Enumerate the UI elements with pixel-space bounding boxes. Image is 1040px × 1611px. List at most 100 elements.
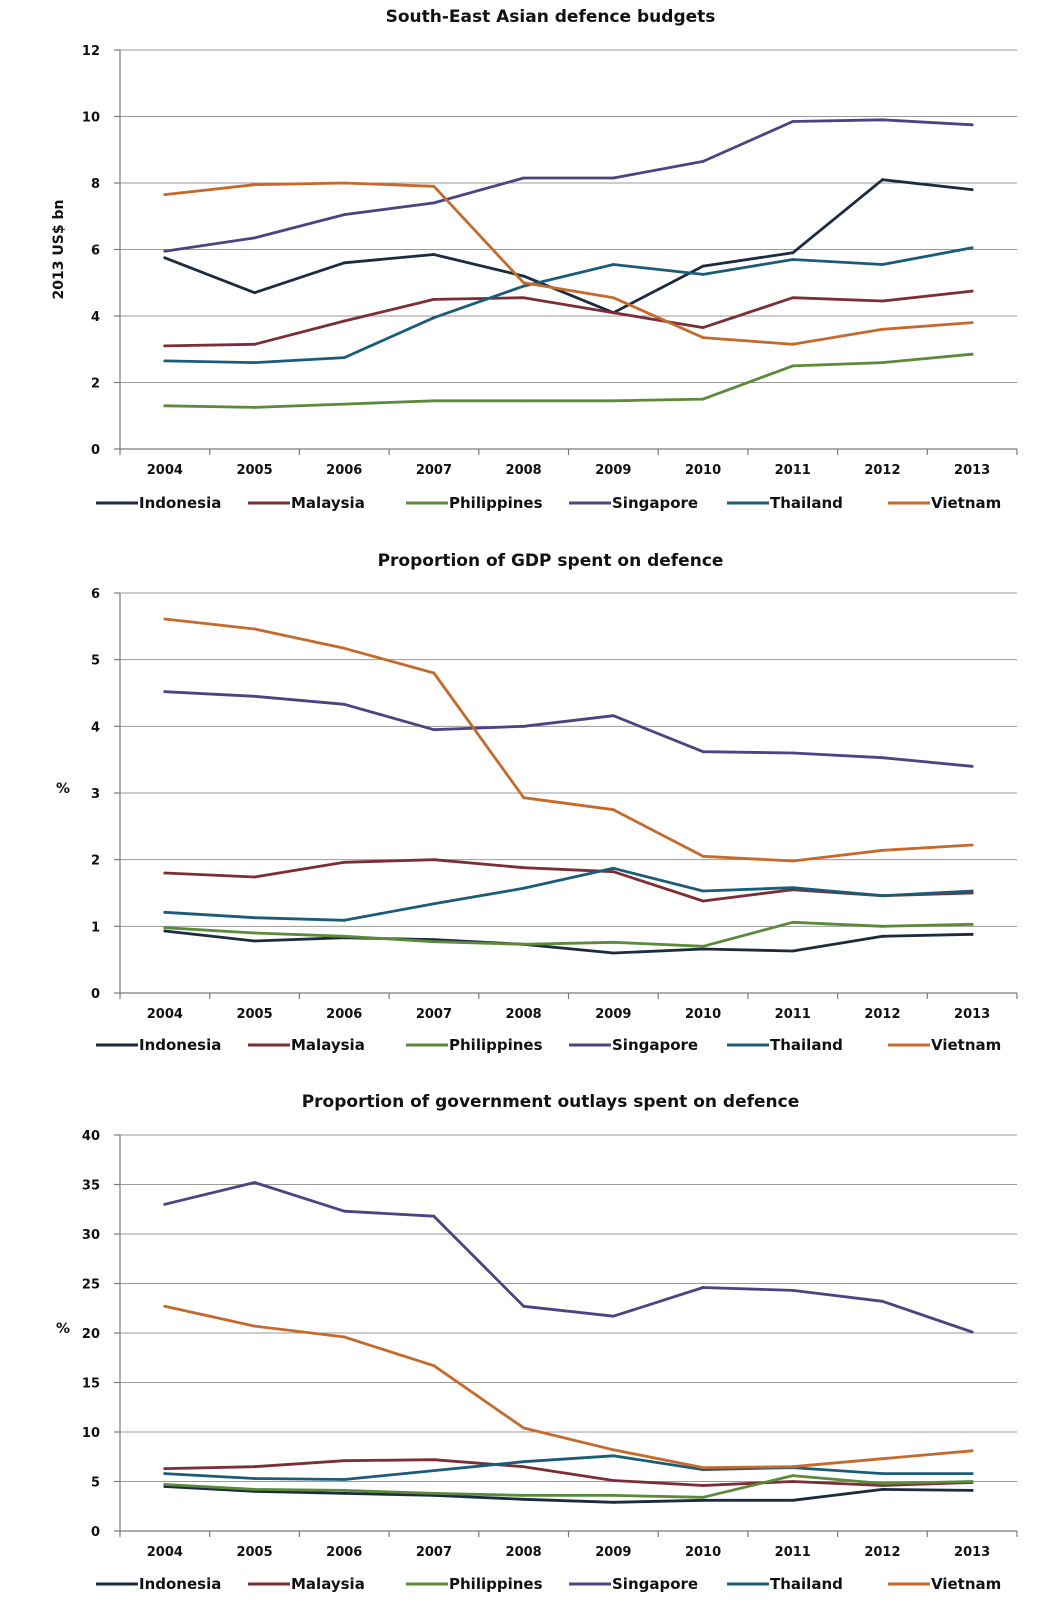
y-tick-label: 15 xyxy=(82,1377,100,1392)
data-point-thailand xyxy=(611,1454,615,1458)
y-tick-label: 10 xyxy=(82,111,100,126)
data-point-indonesia xyxy=(970,188,974,192)
data-point-singapore xyxy=(611,714,615,718)
y-axis-label: % xyxy=(56,1321,70,1337)
series-line-malaysia xyxy=(163,289,974,348)
data-point-philippines xyxy=(791,364,795,368)
data-point-philippines xyxy=(881,924,884,928)
data-point-thailand xyxy=(701,889,705,893)
series-line-indonesia xyxy=(163,1485,974,1504)
y-tick-label: 25 xyxy=(82,1278,100,1293)
data-point-philippines xyxy=(253,1488,256,1491)
data-point-vietnam xyxy=(163,193,167,197)
data-point-indonesia xyxy=(253,291,256,295)
y-axis-label: % xyxy=(56,781,70,797)
data-point-philippines xyxy=(342,402,346,406)
y-tick-label: 8 xyxy=(91,177,100,192)
data-point-thailand xyxy=(253,361,256,364)
data-point-singapore xyxy=(163,249,167,253)
legend-label: Vietnam xyxy=(931,1036,1001,1054)
legend-label: Philippines xyxy=(449,1575,543,1593)
x-tick-label: 2010 xyxy=(685,1545,721,1560)
data-point-thailand xyxy=(701,273,705,276)
legend-label: Singapore xyxy=(612,1036,698,1054)
data-point-vietnam xyxy=(432,184,436,188)
data-point-indonesia xyxy=(791,251,795,255)
data-point-vietnam xyxy=(970,321,974,325)
y-tick-label: 0 xyxy=(91,443,100,458)
data-point-thailand xyxy=(342,1478,346,1481)
data-point-malaysia xyxy=(881,299,884,303)
y-tick-label: 10 xyxy=(82,1426,100,1441)
legend-label: Singapore xyxy=(612,1575,698,1593)
data-point-malaysia xyxy=(253,875,256,879)
chart-3: Proportion of government outlays spent o… xyxy=(56,1092,1018,1593)
data-point-vietnam xyxy=(701,1466,705,1470)
data-point-philippines xyxy=(342,934,346,938)
data-point-philippines xyxy=(970,922,974,926)
data-point-thailand xyxy=(522,1460,526,1464)
y-tick-label: 20 xyxy=(82,1327,100,1342)
y-axis-label: 2013 US$ bn xyxy=(51,200,67,300)
x-tick-label: 2010 xyxy=(685,1007,721,1022)
data-point-malaysia xyxy=(432,297,436,301)
data-point-vietnam xyxy=(522,1426,526,1430)
data-point-vietnam xyxy=(881,327,884,331)
x-tick-label: 2008 xyxy=(506,1007,542,1022)
x-tick-label: 2006 xyxy=(326,1007,362,1022)
data-point-indonesia xyxy=(881,178,884,182)
series-line-malaysia xyxy=(163,1458,974,1487)
data-point-singapore xyxy=(611,176,615,180)
data-point-malaysia xyxy=(701,899,705,903)
data-point-vietnam xyxy=(163,1304,167,1308)
data-point-malaysia xyxy=(163,871,167,875)
series-line-malaysia xyxy=(163,858,974,903)
data-point-vietnam xyxy=(163,617,167,621)
data-point-philippines xyxy=(791,1474,795,1477)
data-point-vietnam xyxy=(611,1448,615,1452)
data-point-philippines xyxy=(432,1491,436,1495)
x-tick-label: 2009 xyxy=(595,463,631,478)
data-point-indonesia xyxy=(163,256,167,260)
legend-label: Philippines xyxy=(449,1036,543,1054)
data-point-vietnam xyxy=(701,854,705,858)
data-point-thailand xyxy=(791,886,795,890)
data-point-indonesia xyxy=(791,1498,795,1502)
series-line-singapore xyxy=(163,118,974,253)
data-point-thailand xyxy=(970,1472,974,1475)
data-point-vietnam xyxy=(611,808,615,812)
x-tick-label: 2005 xyxy=(236,463,272,478)
data-point-vietnam xyxy=(253,627,256,631)
data-point-malaysia xyxy=(701,1484,705,1487)
series-line-vietnam xyxy=(163,617,974,863)
x-tick-label: 2012 xyxy=(864,1545,900,1560)
data-point-vietnam xyxy=(791,1465,795,1469)
data-point-philippines xyxy=(253,406,256,409)
data-point-singapore xyxy=(253,236,256,240)
data-point-indonesia xyxy=(611,951,615,955)
legend-label: Indonesia xyxy=(139,494,221,512)
data-point-singapore xyxy=(970,764,974,768)
data-point-thailand xyxy=(522,284,526,288)
series-line-singapore xyxy=(163,1181,974,1334)
data-point-thailand xyxy=(163,359,167,363)
data-point-malaysia xyxy=(432,858,436,862)
data-point-malaysia xyxy=(611,870,615,874)
x-tick-label: 2005 xyxy=(236,1007,272,1022)
data-point-singapore xyxy=(163,1202,167,1206)
data-point-singapore xyxy=(701,750,705,754)
data-point-philippines xyxy=(701,944,705,948)
data-point-singapore xyxy=(701,159,705,163)
data-point-indonesia xyxy=(881,1488,884,1491)
data-point-malaysia xyxy=(342,319,346,323)
data-point-indonesia xyxy=(611,1500,615,1504)
x-tick-label: 2004 xyxy=(147,1545,183,1560)
legend-label: Indonesia xyxy=(139,1036,221,1054)
data-point-thailand xyxy=(432,1469,436,1473)
data-point-thailand xyxy=(342,918,346,922)
data-point-philippines xyxy=(701,1495,705,1499)
x-tick-label: 2005 xyxy=(236,1545,272,1560)
data-point-singapore xyxy=(522,724,526,728)
series-line-indonesia xyxy=(163,178,974,315)
